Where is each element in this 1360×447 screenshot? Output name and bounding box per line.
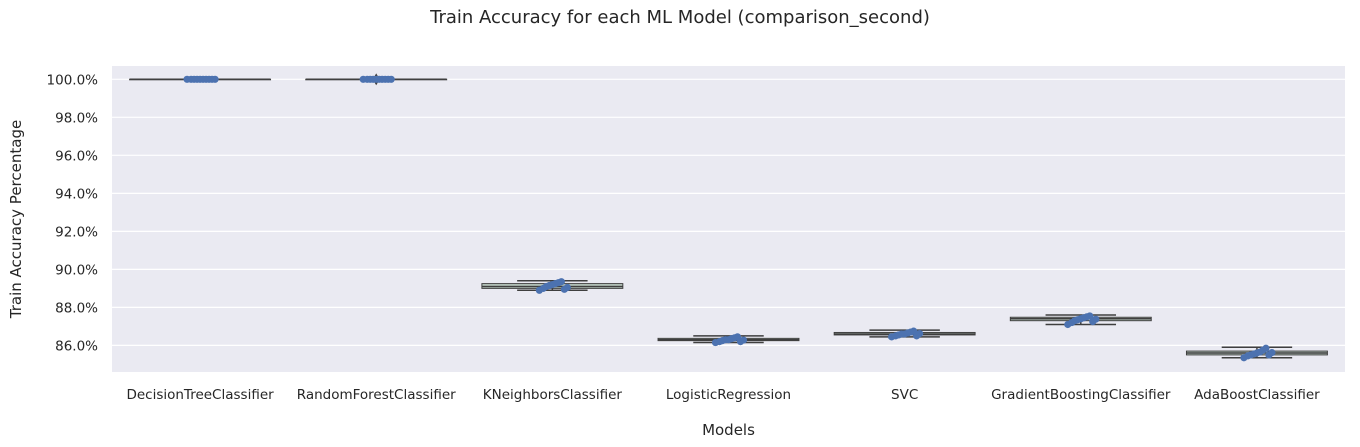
y-tick-label: 86.0%: [55, 338, 98, 354]
y-tick-label: 88.0%: [55, 300, 98, 316]
y-tick-label: 94.0%: [55, 186, 98, 202]
x-axis-label: Models: [702, 421, 755, 439]
y-axis-label: Train Accuracy Percentage: [7, 120, 25, 319]
y-tick-label: 92.0%: [55, 224, 98, 240]
x-tick-label: KNeighborsClassifier: [483, 387, 623, 403]
x-tick-label: LogisticRegression: [666, 387, 791, 403]
y-axis-ticks: 86.0% 88.0% 90.0% 92.0% 94.0% 96.0% 98.0% 100.0…: [47, 72, 99, 354]
y-tick-label: 90.0%: [55, 262, 98, 278]
data-point: [739, 336, 748, 344]
x-tick-label: SVC: [891, 387, 918, 403]
data-point: [916, 330, 924, 338]
y-tick-label: 98.0%: [55, 110, 98, 126]
data-point: [1086, 312, 1094, 320]
data-point: [1268, 349, 1276, 357]
data-point: [1092, 315, 1100, 323]
x-tick-label: RandomForestClassifier: [297, 387, 456, 403]
data-point: [1262, 344, 1270, 352]
data-point: [557, 278, 565, 286]
x-axis-ticks: DecisionTreeClassifier RandomForestClassi…: [126, 387, 1320, 403]
chart-title: Train Accuracy for each ML Model (compar…: [430, 7, 930, 28]
x-tick-label: GradientBoostingClassifier: [991, 387, 1171, 403]
x-tick-label: DecisionTreeClassifier: [126, 387, 274, 403]
data-point: [387, 75, 395, 83]
x-tick-label: AdaBoostClassifier: [1194, 387, 1320, 403]
plot-area: [112, 66, 1345, 372]
y-tick-label: 100.0%: [47, 72, 99, 88]
data-points: [183, 75, 1276, 362]
data-point: [211, 75, 219, 83]
data-point: [563, 283, 571, 292]
y-tick-label: 96.0%: [55, 148, 98, 164]
